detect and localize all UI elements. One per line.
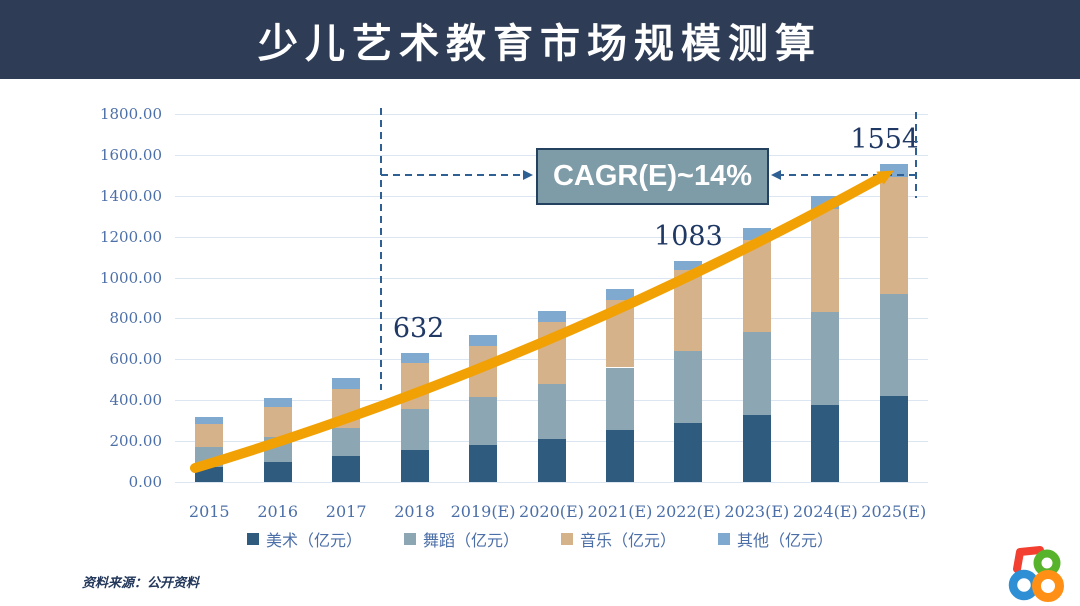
bar-segment [195, 447, 224, 467]
bar-total-label: 1554 [850, 124, 920, 156]
legend-swatch-icon [403, 533, 416, 545]
bar-segment [195, 423, 224, 448]
x-axis-tick-label: 2023(E) [724, 502, 790, 521]
bar-segment [674, 270, 703, 352]
x-axis-tick-label: 2024(E) [792, 502, 858, 521]
bar-segment [742, 228, 771, 240]
bar-segment [332, 388, 361, 428]
bar-total-label: 632 [392, 312, 445, 344]
legend-label: 音乐（亿元） [580, 531, 677, 550]
bar-segment [400, 362, 429, 410]
legend-label: 美术（亿元） [265, 531, 362, 550]
logo-8-top-green [1033, 549, 1061, 577]
bar-segment [195, 416, 224, 424]
x-axis-tick-label: 2018 [394, 502, 435, 521]
y-axis-tick-label: 200.00 [109, 432, 163, 451]
bar-segment [879, 164, 908, 178]
x-axis-tick-label: 2016 [257, 502, 299, 521]
bar-segment [742, 331, 771, 415]
gridline [175, 482, 928, 483]
bar-segment [674, 351, 703, 423]
y-axis-tick-label: 1600.00 [99, 145, 162, 164]
bar-segment [674, 260, 703, 271]
page-title: 少儿艺术教育市场规模测算 [258, 19, 822, 67]
bar-segment [879, 293, 908, 397]
bar-segment [811, 209, 840, 313]
bar-segment [469, 397, 498, 446]
x-axis-tick-label: 2020(E) [519, 502, 584, 521]
bar-segment [400, 409, 429, 451]
bar-segment [537, 383, 566, 440]
58-logo [1008, 546, 1064, 602]
bar-segment [263, 398, 292, 408]
bar-segment [537, 439, 566, 482]
bar-segment [400, 450, 429, 482]
bar-segment [263, 407, 292, 438]
bar-segment [263, 461, 292, 482]
bar-segment [332, 427, 361, 457]
bar-segment [469, 334, 498, 347]
legend-item: 美术（亿元） [246, 527, 362, 551]
x-axis-tick-label: 2021(E) [587, 502, 653, 521]
title-banner: 少儿艺术教育市场规模测算 [0, 0, 1080, 79]
bar-segment [811, 195, 840, 210]
bar-segment [605, 429, 634, 482]
y-axis-tick-label: 1200.00 [99, 227, 162, 246]
bar-segment [537, 321, 566, 384]
legend-swatch-icon [246, 533, 259, 545]
x-axis-tick-label: 2022(E) [655, 502, 721, 521]
bar-segment [742, 414, 771, 482]
y-axis-tick-label: 1400.00 [99, 186, 162, 205]
bar-segment [811, 405, 840, 482]
legend-item: 舞蹈（亿元） [403, 527, 519, 551]
bar-segment [263, 437, 292, 462]
y-axis-tick-label: 400.00 [109, 391, 163, 410]
logo-5-bowl-blue [1008, 569, 1040, 601]
legend-label: 舞蹈（亿元） [422, 531, 519, 550]
bar-total-label: 1083 [654, 220, 723, 252]
x-axis-tick-label: 2015 [188, 502, 230, 521]
x-axis-tick-label: 2017 [325, 502, 367, 521]
bar-segment [400, 352, 429, 363]
legend-swatch-icon [718, 533, 731, 545]
legend-label: 其他（亿元） [737, 531, 834, 550]
y-axis-tick-label: 800.00 [109, 309, 163, 328]
y-axis-tick-label: 600.00 [109, 350, 163, 369]
bar-segment [879, 177, 908, 294]
bar-segment [469, 445, 498, 482]
bar-segment [469, 346, 498, 398]
bar-segment [195, 466, 224, 482]
logo-8-bottom-orange [1032, 570, 1064, 602]
gridline [175, 114, 928, 115]
y-axis-tick-label: 0.00 [128, 473, 162, 491]
y-axis-tick-label: 1000.00 [99, 268, 162, 287]
logo-5-top-red [1013, 546, 1044, 573]
bar-segment [332, 456, 361, 482]
bar-segment [742, 239, 771, 332]
source-note: 资料来源：公开资料 [82, 576, 200, 591]
bar-segment [879, 396, 908, 482]
y-axis-tick-label: 1800.00 [99, 105, 162, 123]
legend: 美术（亿元） 舞蹈（亿元） 音乐（亿元） 其他（亿元） [0, 527, 1080, 551]
bar-segment [605, 288, 634, 301]
legend-item: 音乐（亿元） [561, 527, 676, 551]
bar-segment [811, 312, 840, 406]
x-axis-tick-label: 2019(E) [450, 502, 516, 521]
bar-segment [674, 422, 703, 482]
legend-swatch-icon [561, 533, 573, 545]
bar-segment [605, 300, 634, 368]
x-axis-tick-label: 2025(E) [861, 502, 927, 521]
legend-item: 其他（亿元） [718, 527, 833, 551]
bar-segment [605, 367, 634, 430]
cagr-annotation-box: CAGR(E)~14% [536, 148, 769, 205]
cagr-annotation-label: CAGR(E)~14% [552, 160, 753, 192]
bar-segment [332, 377, 361, 389]
bar-segment [537, 311, 566, 322]
